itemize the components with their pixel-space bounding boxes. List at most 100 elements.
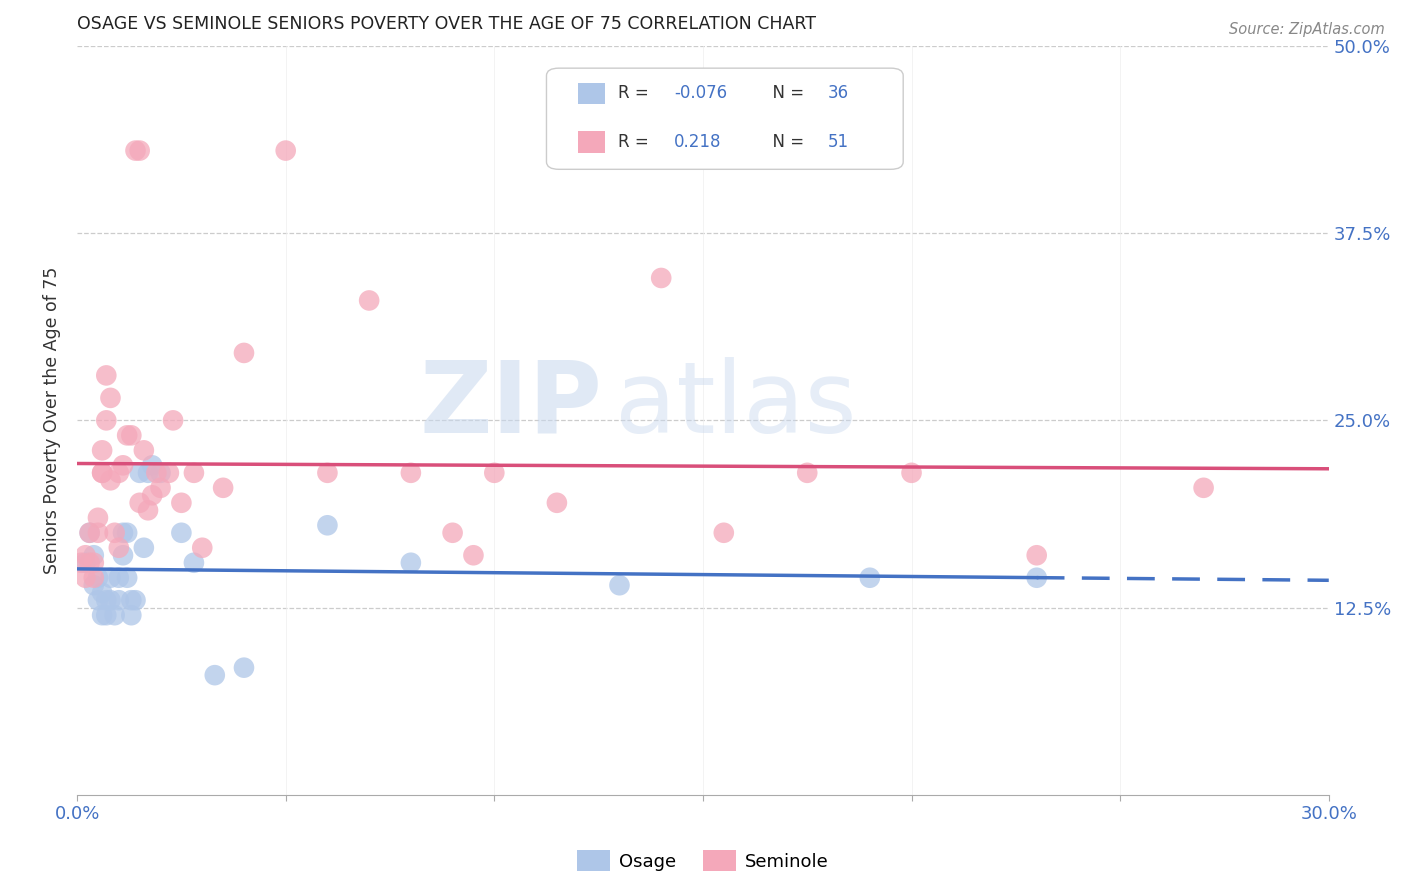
- Point: [111, 525, 134, 540]
- Point: [91, 443, 114, 458]
- Text: 36: 36: [828, 85, 849, 103]
- Point: [91, 466, 114, 480]
- Point: [128, 466, 150, 480]
- Text: R =: R =: [617, 133, 654, 151]
- Point: [204, 668, 226, 682]
- Point: [79, 525, 101, 540]
- Point: [713, 525, 735, 540]
- Point: [546, 496, 568, 510]
- Point: [100, 391, 122, 405]
- Text: Source: ZipAtlas.com: Source: ZipAtlas.com: [1229, 22, 1385, 37]
- Point: [115, 571, 138, 585]
- Point: [104, 525, 127, 540]
- Point: [212, 481, 235, 495]
- Point: [96, 593, 118, 607]
- Point: [1025, 571, 1047, 585]
- Point: [149, 481, 172, 495]
- Point: [87, 571, 110, 585]
- Point: [91, 585, 114, 599]
- Point: [359, 293, 381, 308]
- Point: [79, 525, 101, 540]
- Point: [120, 593, 142, 607]
- Point: [120, 608, 142, 623]
- Text: R =: R =: [617, 85, 654, 103]
- Point: [136, 503, 159, 517]
- FancyBboxPatch shape: [547, 68, 903, 169]
- Point: [115, 428, 138, 442]
- Point: [108, 466, 131, 480]
- Text: N =: N =: [762, 85, 808, 103]
- Point: [316, 466, 339, 480]
- Point: [136, 466, 159, 480]
- Point: [128, 496, 150, 510]
- Legend: Osage, Seminole: Osage, Seminole: [571, 843, 835, 879]
- Point: [115, 525, 138, 540]
- Point: [124, 144, 146, 158]
- Point: [170, 525, 193, 540]
- Point: [108, 593, 131, 607]
- Point: [128, 144, 150, 158]
- Point: [83, 548, 105, 562]
- Point: [100, 473, 122, 487]
- Point: [274, 144, 297, 158]
- Point: [87, 525, 110, 540]
- Point: [1192, 481, 1215, 495]
- Point: [233, 346, 256, 360]
- Point: [183, 466, 205, 480]
- Point: [796, 466, 818, 480]
- Point: [111, 458, 134, 473]
- Point: [170, 496, 193, 510]
- Point: [124, 593, 146, 607]
- Point: [87, 510, 110, 524]
- Point: [70, 556, 93, 570]
- Point: [132, 443, 155, 458]
- Point: [1025, 548, 1047, 562]
- Text: ZIP: ZIP: [420, 357, 603, 454]
- Point: [145, 466, 167, 480]
- Point: [83, 556, 105, 570]
- Point: [183, 556, 205, 570]
- Point: [132, 541, 155, 555]
- Point: [96, 413, 118, 427]
- Point: [399, 466, 422, 480]
- Point: [96, 608, 118, 623]
- Point: [149, 466, 172, 480]
- Point: [75, 548, 97, 562]
- Point: [609, 578, 631, 592]
- Point: [191, 541, 214, 555]
- Point: [100, 571, 122, 585]
- Point: [91, 608, 114, 623]
- Point: [141, 458, 163, 473]
- Point: [87, 593, 110, 607]
- Point: [120, 428, 142, 442]
- Y-axis label: Seniors Poverty Over the Age of 75: Seniors Poverty Over the Age of 75: [44, 267, 60, 574]
- Point: [79, 556, 101, 570]
- Bar: [578, 131, 606, 153]
- Text: -0.076: -0.076: [673, 85, 727, 103]
- Point: [859, 571, 882, 585]
- Point: [650, 271, 672, 285]
- Point: [484, 466, 506, 480]
- Point: [157, 466, 180, 480]
- Point: [83, 571, 105, 585]
- Point: [108, 541, 131, 555]
- Point: [104, 608, 127, 623]
- Point: [233, 661, 256, 675]
- Point: [900, 466, 922, 480]
- Point: [441, 525, 464, 540]
- Text: OSAGE VS SEMINOLE SENIORS POVERTY OVER THE AGE OF 75 CORRELATION CHART: OSAGE VS SEMINOLE SENIORS POVERTY OVER T…: [77, 15, 815, 33]
- Point: [141, 488, 163, 502]
- Point: [162, 413, 184, 427]
- Point: [316, 518, 339, 533]
- Point: [100, 593, 122, 607]
- Point: [75, 556, 97, 570]
- Point: [75, 571, 97, 585]
- Point: [91, 466, 114, 480]
- Point: [111, 548, 134, 562]
- Point: [463, 548, 485, 562]
- Bar: [578, 83, 606, 104]
- Point: [399, 556, 422, 570]
- Point: [96, 368, 118, 383]
- Text: 0.218: 0.218: [673, 133, 721, 151]
- Text: atlas: atlas: [616, 357, 856, 454]
